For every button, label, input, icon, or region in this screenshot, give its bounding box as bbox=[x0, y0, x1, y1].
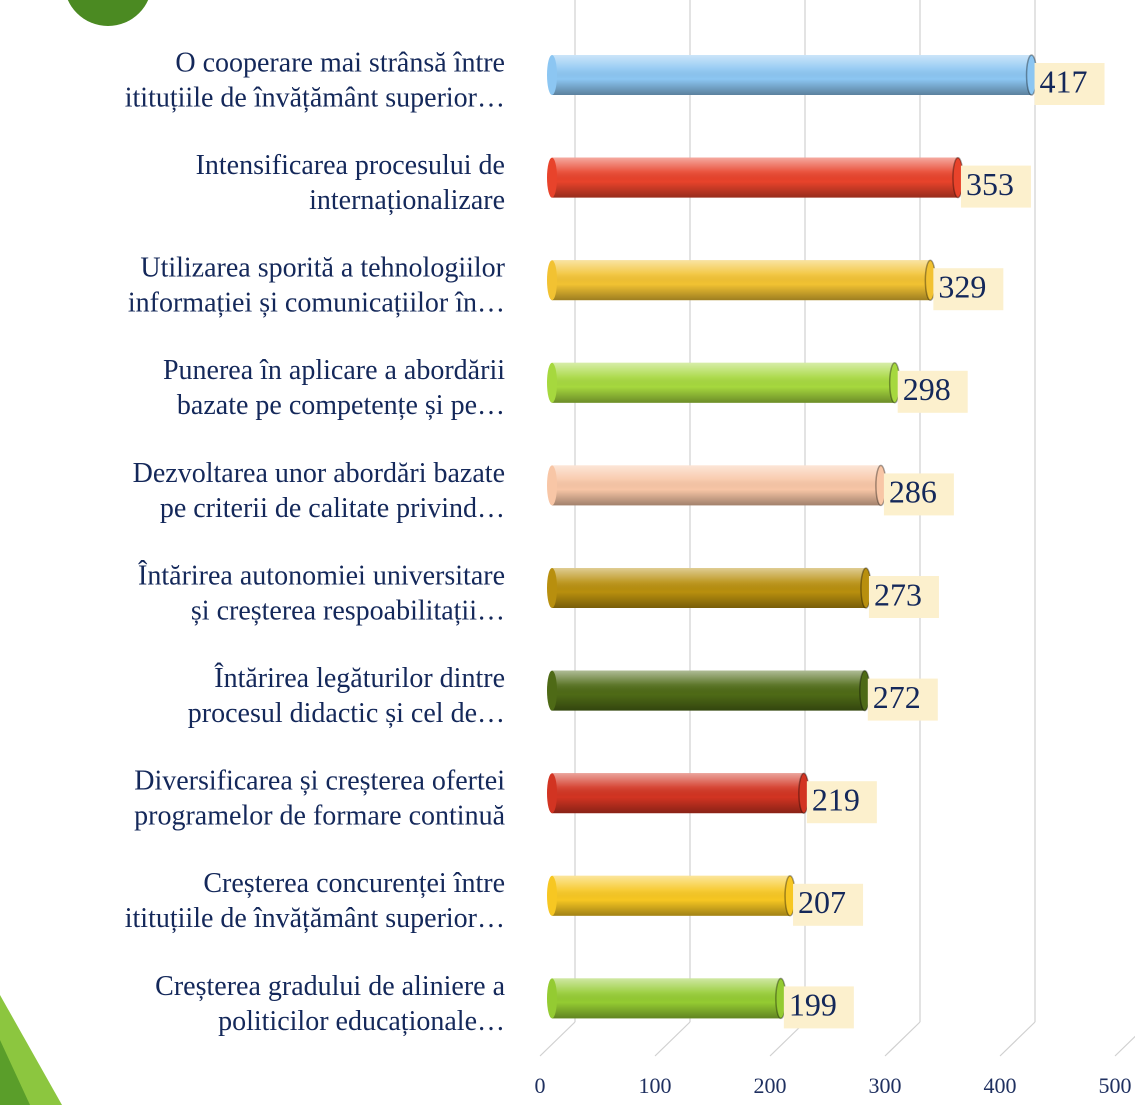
value-label: 199 bbox=[789, 987, 837, 1023]
value-label-box bbox=[883, 473, 954, 516]
value-label: 298 bbox=[903, 371, 951, 407]
category-label: Creșterea concurenței între bbox=[203, 868, 505, 899]
bar-shine bbox=[552, 157, 958, 198]
floor-line bbox=[654, 1021, 691, 1057]
category-label: internaționalizare bbox=[309, 185, 505, 216]
category-label: Creșterea gradului de aliniere a bbox=[155, 971, 505, 1002]
value-label-box bbox=[1034, 63, 1105, 105]
category-label: politicilor educaționale… bbox=[218, 1006, 505, 1037]
bar-cap bbox=[547, 875, 557, 916]
bar-shine bbox=[552, 568, 866, 608]
category-label: Utilizarea sporită a tehnologiilor bbox=[140, 253, 505, 284]
bar-cap bbox=[547, 670, 557, 711]
bar-cap bbox=[547, 568, 557, 608]
value-label: 272 bbox=[873, 679, 921, 715]
value-label-box bbox=[783, 986, 854, 1029]
floor-line bbox=[999, 1021, 1036, 1057]
decoration bbox=[0, 1040, 30, 1105]
x-tick-label: 400 bbox=[984, 1073, 1017, 1098]
category-label: Dezvoltarea unor abordări bazate bbox=[133, 458, 505, 489]
value-label: 329 bbox=[938, 269, 986, 305]
value-label-box bbox=[793, 883, 864, 926]
bar-cap bbox=[547, 260, 557, 301]
category-label: Intensificarea procesului de bbox=[196, 150, 505, 181]
category-label: informației și comunicațiilor în… bbox=[128, 288, 505, 319]
value-label: 207 bbox=[798, 884, 846, 920]
bar-shine bbox=[552, 773, 804, 814]
category-label: procesul didactic și cel de… bbox=[188, 698, 505, 729]
bar-cap bbox=[547, 362, 557, 403]
category-label: itituțiile de învățământ superior… bbox=[125, 82, 505, 113]
value-label-box bbox=[868, 576, 939, 618]
category-label: Punerea în aplicare a abordării bbox=[163, 355, 505, 386]
x-tick-label: 300 bbox=[869, 1073, 902, 1098]
bar-shine bbox=[552, 362, 895, 403]
bar-shine bbox=[552, 260, 931, 301]
value-label-box bbox=[806, 781, 877, 824]
x-tick-label: 0 bbox=[535, 1073, 546, 1098]
bar-cap bbox=[547, 55, 557, 95]
floor-line bbox=[539, 1021, 576, 1057]
category-label: Întărirea legăturilor dintre bbox=[214, 663, 505, 694]
category-label: programelor de formare continuă bbox=[134, 801, 505, 832]
value-label-box bbox=[897, 370, 968, 413]
bar-shine bbox=[552, 875, 791, 916]
category-label: pe criterii de calitate privind… bbox=[160, 493, 505, 524]
value-label-box bbox=[867, 678, 938, 721]
bar-shine bbox=[552, 670, 865, 711]
x-tick-label: 500 bbox=[1099, 1073, 1132, 1098]
bar-cap bbox=[547, 773, 557, 814]
bar-shine bbox=[552, 465, 881, 506]
value-label-box bbox=[960, 165, 1031, 208]
value-label: 353 bbox=[966, 166, 1014, 202]
x-tick-label: 200 bbox=[754, 1073, 787, 1098]
bar-shine bbox=[552, 978, 781, 1019]
category-label: Diversificarea și creșterea ofertei bbox=[134, 766, 505, 797]
value-label: 286 bbox=[889, 474, 937, 510]
value-label: 273 bbox=[874, 576, 922, 612]
value-label: 219 bbox=[812, 782, 860, 818]
category-label: și creșterea respoabilitații… bbox=[191, 595, 505, 626]
value-label-box bbox=[933, 268, 1004, 311]
bar-cap bbox=[547, 465, 557, 506]
bar-cap bbox=[547, 157, 557, 198]
category-label: Întărirea autonomiei universitare bbox=[138, 560, 505, 591]
bar-cap bbox=[547, 978, 557, 1019]
floor-line bbox=[884, 1021, 921, 1057]
floor-line bbox=[1114, 1035, 1135, 1057]
category-label: itituțiile de învățământ superior… bbox=[125, 903, 505, 934]
bar-shine bbox=[552, 55, 1032, 95]
x-tick-label: 100 bbox=[639, 1073, 672, 1098]
decoration bbox=[67, 0, 149, 26]
category-label: O cooperare mai strânsă între bbox=[175, 47, 505, 78]
value-label: 417 bbox=[1040, 63, 1088, 99]
category-label: bazate pe competențe și pe… bbox=[177, 390, 505, 421]
